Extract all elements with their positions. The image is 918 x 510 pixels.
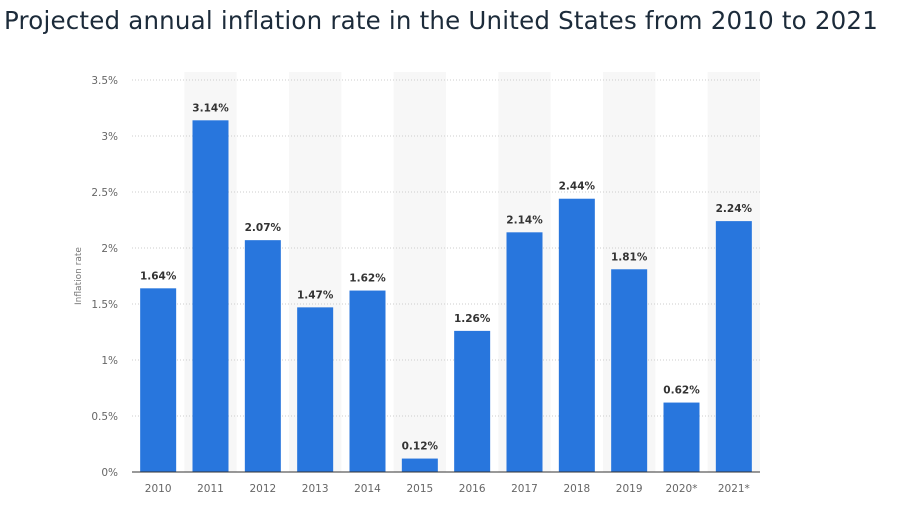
- data-label-2014: 1.62%: [349, 273, 386, 285]
- bar-2017[interactable]: [506, 232, 543, 472]
- y-tick-label: 3%: [101, 131, 118, 143]
- data-label-2019: 1.81%: [611, 251, 648, 263]
- bar-2011[interactable]: [192, 120, 229, 472]
- bar-2014[interactable]: [349, 290, 386, 472]
- data-label-2020*: 0.62%: [663, 385, 700, 397]
- data-label-2010: 1.64%: [140, 270, 177, 282]
- data-labels: 1.64% 3.14% 2.07% 1.47% 1.62% 0.12% 1.26% 2.14%…: [140, 102, 753, 452]
- x-tick-label: 2021*: [718, 483, 750, 495]
- bar-2013[interactable]: [297, 307, 334, 472]
- data-label-2021*: 2.24%: [716, 203, 753, 215]
- x-tick-label: 2012: [249, 483, 276, 495]
- bar-2010[interactable]: [140, 288, 177, 472]
- data-label-2013: 1.47%: [297, 289, 334, 301]
- y-tick-label: 1%: [101, 355, 118, 367]
- x-axis-ticks: 2010 2011 2012 2013 2014 2015 2016 2017 2018 2019…: [145, 483, 750, 495]
- x-tick-label: 2011: [197, 483, 224, 495]
- x-tick-label: 2016: [459, 483, 486, 495]
- x-tick-label: 2017: [511, 483, 538, 495]
- data-label-2012: 2.07%: [245, 222, 282, 234]
- x-tick-label: 2019: [616, 483, 643, 495]
- data-label-2018: 2.44%: [559, 181, 596, 193]
- bar-2019[interactable]: [611, 269, 648, 472]
- bar-2020*[interactable]: [663, 402, 700, 472]
- y-tick-label: 3.5%: [91, 75, 118, 87]
- data-label-2011: 3.14%: [192, 102, 229, 114]
- data-label-2017: 2.14%: [506, 214, 543, 226]
- bars: [140, 120, 752, 472]
- data-label-2016: 1.26%: [454, 313, 491, 325]
- y-tick-label: 2%: [101, 243, 118, 255]
- bar-2021*[interactable]: [715, 221, 752, 472]
- band-5: [393, 72, 446, 472]
- x-tick-label: 2010: [145, 483, 172, 495]
- bar-2016[interactable]: [454, 330, 491, 472]
- data-label-2015: 0.12%: [402, 441, 439, 453]
- x-tick-label: 2014: [354, 483, 381, 495]
- y-tick-label: 0.5%: [91, 411, 118, 423]
- y-axis-label: Inflation rate: [74, 247, 84, 305]
- y-tick-label: 1.5%: [91, 299, 118, 311]
- bar-2012[interactable]: [244, 240, 281, 472]
- y-tick-label: 2.5%: [91, 187, 118, 199]
- x-tick-label: 2020*: [666, 483, 698, 495]
- y-axis-ticks: 0% 0.5% 1% 1.5% 2% 2.5% 3% 3.5%: [91, 75, 118, 479]
- x-tick-label: 2013: [302, 483, 329, 495]
- x-tick-label: 2018: [563, 483, 590, 495]
- y-tick-label: 0%: [101, 467, 118, 479]
- x-tick-label: 2015: [406, 483, 433, 495]
- bar-2018[interactable]: [558, 198, 595, 472]
- bar-2015[interactable]: [401, 458, 438, 472]
- chart-title: Projected annual inflation rate in the U…: [4, 6, 878, 35]
